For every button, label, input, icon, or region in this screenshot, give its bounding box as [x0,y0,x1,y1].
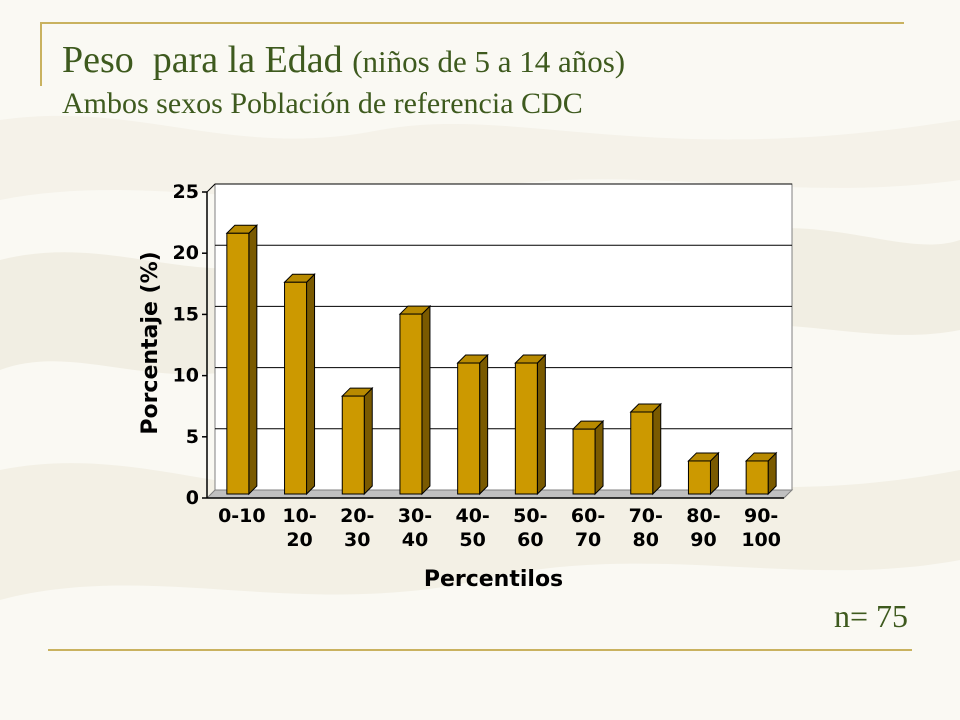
top-rule [40,22,904,24]
x-category-label: 60-70 [571,505,605,551]
bar-front [630,411,654,495]
x-category-label: 10-20 [282,505,316,551]
y-tick-label: 10 [173,365,199,387]
x-category-label: 50-60 [513,505,547,551]
bottom-rule [48,649,912,651]
x-category-label: 90-100 [741,505,781,551]
x-category-label: 70-80 [629,505,663,551]
title-subtitle: Ambos sexos Población de referencia CDC [62,87,583,120]
bar-side [594,419,604,496]
x-category-label: 0-10 [218,505,266,527]
y-tick-label: 20 [173,242,199,264]
bar-front [457,362,481,495]
y-axis-title: Porcentaje (%) [138,251,163,434]
bar-front [572,428,596,495]
bar-side [652,402,662,496]
bar-side [306,273,316,496]
title-main: Peso para la Edad [62,39,343,81]
left-rule [40,22,42,86]
bar [398,304,432,496]
bar-side [248,224,258,496]
bar [687,451,720,496]
bar-side [479,353,489,496]
bar [514,353,547,496]
bar-front [514,362,538,495]
bar-front [745,460,769,495]
bar [571,419,605,496]
bar [629,402,662,496]
bar-front [341,395,365,495]
bar-front [284,281,308,495]
bar [341,386,374,496]
y-axis-cap [206,183,216,193]
x-category-label: 20-30 [340,505,374,551]
bar-front [687,460,711,495]
bar-side [363,386,373,496]
slide-title: Peso para la Edad (niños de 5 a 14 años)… [62,38,625,122]
bar-side [536,353,546,496]
x-axis-title: Percentilos [424,567,563,592]
y-tick-label: 25 [173,181,199,203]
bar-side [421,304,431,496]
sample-size-label: n= 75 [833,598,908,634]
x-category-label: 80-90 [686,505,720,551]
bar [283,273,316,496]
x-category-label: 30-40 [398,505,432,551]
bar [744,451,778,496]
bar [225,224,259,496]
y-tick-label: 5 [186,426,199,448]
y-tick-label: 0 [186,487,199,509]
x-category-label: 40-50 [455,505,489,551]
title-sub: (niños de 5 a 14 años) [352,44,626,79]
bar-front [226,232,250,495]
bar [456,353,489,496]
bar-front [399,313,423,495]
y-tick-label: 15 [173,303,199,325]
